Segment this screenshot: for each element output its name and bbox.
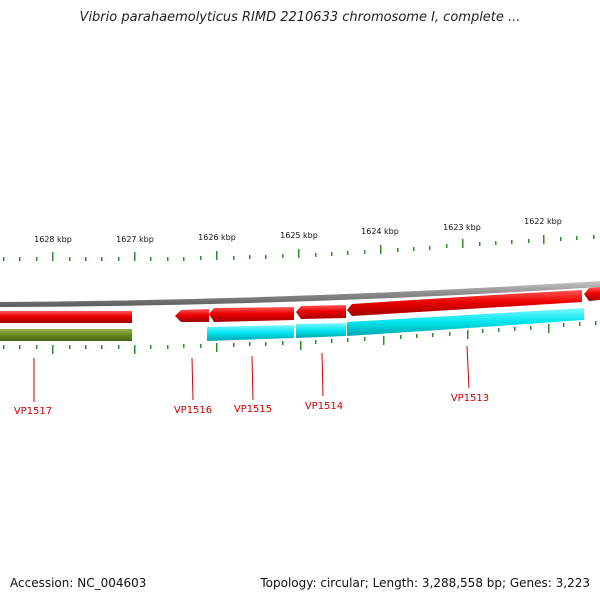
- kbp-labels: 1628 kbp 1627 kbp 1626 kbp 1625 kbp 1624…: [34, 217, 562, 244]
- kbp-label: 1624 kbp: [361, 227, 399, 236]
- kbp-label: 1628 kbp: [34, 235, 72, 244]
- leader-vp1515: [251, 355, 254, 401]
- accession-text: Accession: NC_004603: [10, 576, 147, 590]
- kbp-label: 1626 kbp: [198, 233, 236, 242]
- gene-arrow-vp1517[interactable]: [0, 311, 132, 323]
- leader-vp1513: [466, 345, 470, 389]
- gene-leaders: [33, 345, 470, 402]
- upper-ruler: [3, 235, 595, 261]
- cds-bars[interactable]: [0, 308, 584, 341]
- genome-summary: Topology: circular; Length: 3,288,558 bp…: [260, 576, 590, 590]
- gene-arrows[interactable]: [0, 287, 600, 323]
- genome-backbone: [0, 281, 600, 307]
- gene-label-vp1517[interactable]: VP1517: [14, 406, 52, 417]
- kbp-label: 1622 kbp: [524, 217, 562, 226]
- gene-arrow-vp1516[interactable]: [175, 309, 209, 322]
- cds-bar-vp1513[interactable]: [347, 308, 584, 336]
- kbp-label: 1627 kbp: [116, 235, 154, 244]
- gene-label-vp1513[interactable]: VP1513: [451, 393, 489, 404]
- gene-arrow-vp1515[interactable]: [209, 307, 294, 322]
- gene-label-vp1516[interactable]: VP1516: [174, 405, 212, 416]
- cds-bar-olive[interactable]: [0, 329, 132, 341]
- gene-arrow-vp1514[interactable]: [296, 305, 346, 319]
- gene-labels[interactable]: VP1517 VP1516 VP1515 VP1514 VP1513: [14, 393, 489, 417]
- leader-vp1516: [191, 357, 194, 401]
- map-title: Vibrio parahaemolyticus RIMD 2210633 chr…: [79, 10, 521, 25]
- gene-label-vp1515[interactable]: VP1515: [234, 404, 272, 415]
- kbp-label: 1623 kbp: [443, 223, 481, 232]
- cds-bar-vp1514[interactable]: [296, 323, 346, 338]
- gene-arrow-next[interactable]: [584, 287, 600, 301]
- lower-ruler: [3, 321, 597, 354]
- gene-label-vp1514[interactable]: VP1514: [305, 401, 343, 412]
- kbp-label: 1625 kbp: [280, 231, 318, 240]
- leader-vp1514: [321, 352, 324, 397]
- gene-arrow-vp1513[interactable]: [347, 290, 582, 316]
- cds-bar-vp1515[interactable]: [207, 325, 294, 341]
